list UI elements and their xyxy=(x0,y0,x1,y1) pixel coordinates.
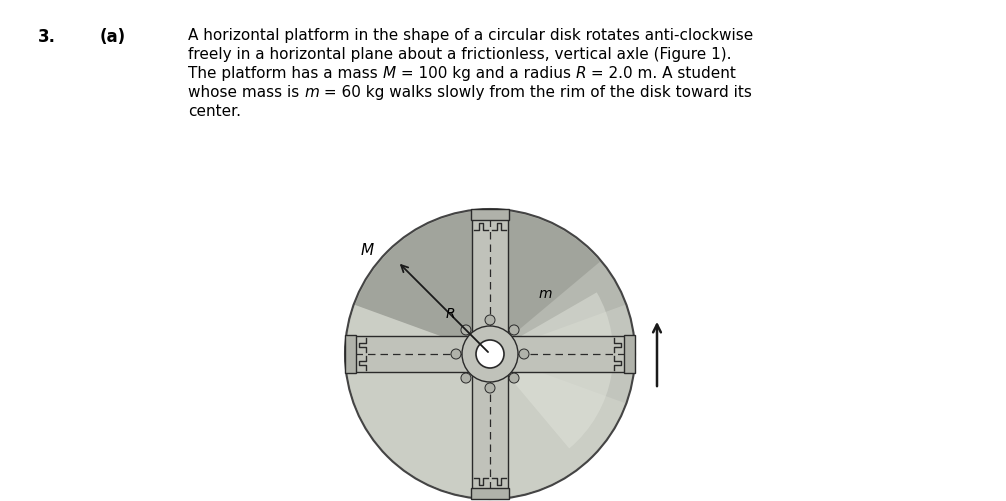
Circle shape xyxy=(461,325,471,335)
Text: 3.: 3. xyxy=(38,28,56,46)
Bar xyxy=(472,215,508,493)
Text: = 60 kg walks slowly from the rim of the disk toward its: = 60 kg walks slowly from the rim of the… xyxy=(319,85,751,100)
Bar xyxy=(471,210,509,221)
Text: A horizontal platform in the shape of a circular disk rotates anti-clockwise: A horizontal platform in the shape of a … xyxy=(188,28,753,43)
Bar xyxy=(345,335,356,373)
Text: = 100 kg and a radius: = 100 kg and a radius xyxy=(395,66,575,81)
Circle shape xyxy=(519,349,529,359)
Text: R: R xyxy=(446,306,456,320)
Text: M: M xyxy=(360,242,373,258)
Bar xyxy=(351,336,629,372)
Circle shape xyxy=(462,326,518,382)
Wedge shape xyxy=(346,305,625,497)
Bar xyxy=(624,335,635,373)
Text: whose mass is: whose mass is xyxy=(188,85,304,100)
Circle shape xyxy=(476,340,504,368)
Text: (a): (a) xyxy=(100,28,126,46)
Text: freely in a horizontal plane about a frictionless, vertical axle (Figure 1).: freely in a horizontal plane about a fri… xyxy=(188,47,731,62)
Circle shape xyxy=(345,209,635,499)
Wedge shape xyxy=(346,305,634,497)
Bar xyxy=(471,488,509,498)
Text: m: m xyxy=(304,85,319,100)
Circle shape xyxy=(485,315,495,325)
Text: center.: center. xyxy=(188,104,241,119)
Text: m: m xyxy=(538,287,552,301)
Text: M: M xyxy=(382,66,395,81)
Circle shape xyxy=(485,383,495,393)
Circle shape xyxy=(509,325,519,335)
Circle shape xyxy=(451,349,461,359)
Text: The platform has a mass: The platform has a mass xyxy=(188,66,382,81)
Wedge shape xyxy=(490,293,614,448)
Circle shape xyxy=(509,373,519,383)
Text: R: R xyxy=(575,66,586,81)
Circle shape xyxy=(461,373,471,383)
Wedge shape xyxy=(355,211,600,354)
Text: = 2.0 m. A student: = 2.0 m. A student xyxy=(586,66,736,81)
